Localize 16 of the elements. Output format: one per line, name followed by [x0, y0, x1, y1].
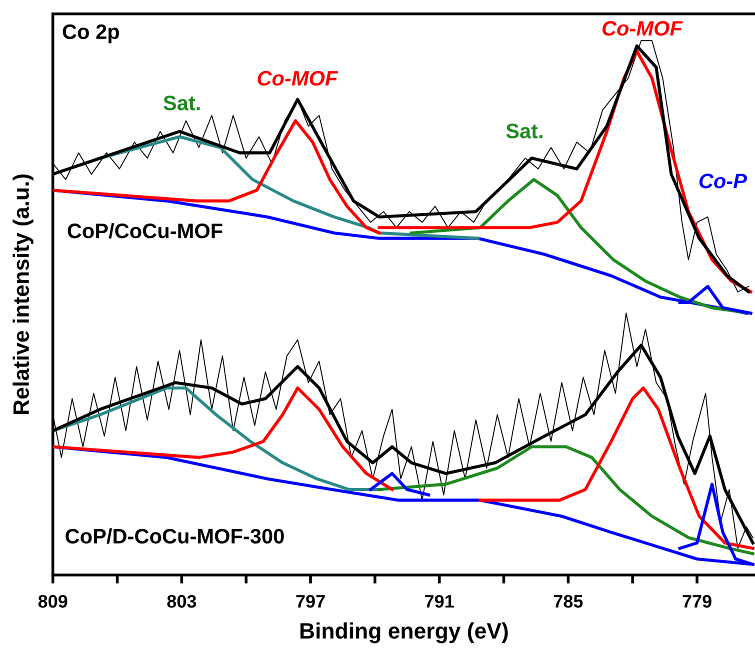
annotation: CoP/D-CoCu-MOF-300: [66, 528, 284, 544]
annotation: CoP/CoCu-MOF: [68, 223, 222, 239]
annotation: Co-MOF: [258, 70, 338, 86]
x-tick-label: 809: [38, 594, 68, 608]
x-tick-label: 797: [296, 594, 325, 608]
x-tick-label: 791: [425, 594, 454, 608]
text: Co-MOF: [602, 20, 683, 36]
x-axis-title: Binding energy (eV): [300, 622, 508, 644]
annotation: Sat.: [506, 124, 542, 138]
x-tick-label: 779: [682, 594, 712, 608]
annotation: Sat.: [164, 96, 200, 110]
x-tick-label: 785: [554, 594, 583, 608]
y-axis-title: Relative intensity (a.u.): [12, 174, 34, 414]
annotation: Co 2p: [62, 24, 119, 44]
x-tick-label: 803: [167, 594, 196, 608]
annotation: Co-P: [699, 174, 748, 188]
